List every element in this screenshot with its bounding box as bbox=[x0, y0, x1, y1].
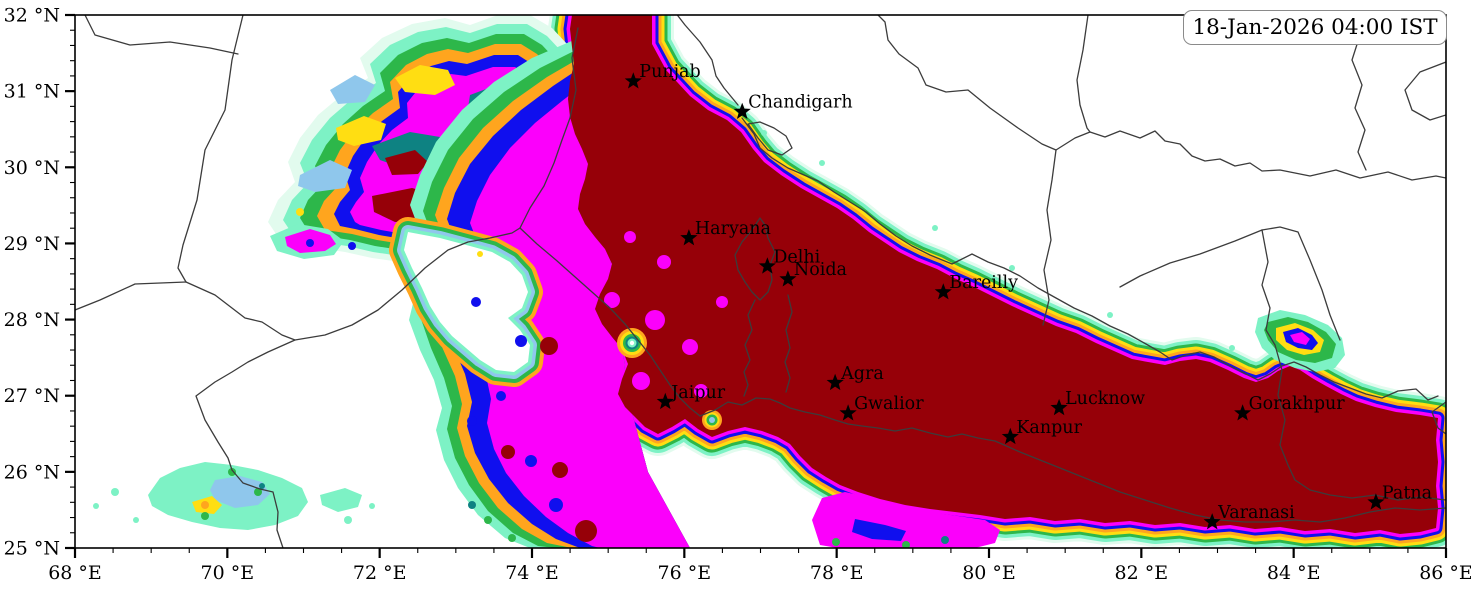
city-label-lucknow: Lucknow bbox=[1065, 389, 1145, 409]
city-star-delhi bbox=[758, 257, 776, 274]
x-tick-label: 80 °E bbox=[962, 562, 1016, 584]
x-tick-label: 76 °E bbox=[658, 562, 712, 584]
fog-layer bbox=[93, 15, 1446, 548]
x-tick-label: 78 °E bbox=[810, 562, 864, 584]
y-tick-label: 31 °N bbox=[4, 81, 60, 103]
x-tick-label: 86 °E bbox=[1419, 562, 1471, 584]
city-star-chandigarh bbox=[733, 102, 751, 119]
city-label-bareilly: Bareilly bbox=[949, 273, 1018, 293]
city-star-gwalior bbox=[839, 404, 857, 421]
city-label-gorakhpur: Gorakhpur bbox=[1249, 394, 1346, 414]
y-tick-label: 30 °N bbox=[4, 157, 60, 179]
city-star-noida bbox=[779, 270, 797, 287]
city-star-patna bbox=[1367, 493, 1385, 510]
city-label-patna: Patna bbox=[1382, 483, 1432, 503]
axes: 68 °E 70 °E 72 °E 74 °E 76 °E 78 °E 80 °E 82 °E… bbox=[4, 5, 1471, 585]
timestamp-box: 18-Jan-2026 04:00 IST bbox=[1183, 10, 1447, 45]
x-tick-label: 72 °E bbox=[353, 562, 407, 584]
city-label-agra: Agra bbox=[840, 364, 884, 384]
city-star-lucknow bbox=[1050, 398, 1068, 416]
x-tick-label: 84 °E bbox=[1267, 562, 1321, 584]
y-tick-label: 27 °N bbox=[4, 385, 60, 407]
city-star-haryana bbox=[680, 229, 698, 246]
boundary-lines bbox=[75, 15, 1446, 548]
x-tick-label: 74 °E bbox=[505, 562, 559, 584]
y-tick-label: 26 °N bbox=[4, 461, 60, 483]
y-tick-label: 32 °N bbox=[4, 5, 60, 27]
city-label-noida: Noida bbox=[794, 260, 847, 280]
city-label-varanasi: Varanasi bbox=[1217, 503, 1295, 523]
city-label-kanpur: Kanpur bbox=[1016, 418, 1082, 438]
city-label-delhi: Delhi bbox=[773, 247, 820, 267]
city-star-varanasi bbox=[1203, 513, 1221, 530]
timestamp-text: 18-Jan-2026 04:00 IST bbox=[1192, 15, 1438, 40]
city-star-bareilly bbox=[934, 283, 952, 300]
x-tick-label: 70 °E bbox=[201, 562, 255, 584]
y-tick-label: 29 °N bbox=[4, 233, 60, 255]
city-label-gwalior: Gwalior bbox=[854, 394, 924, 414]
dense-fog-core bbox=[568, 15, 1438, 534]
city-label-chandigarh: Chandigarh bbox=[748, 93, 852, 113]
city-label-haryana: Haryana bbox=[695, 219, 771, 239]
city-star-punjab bbox=[624, 72, 642, 89]
city-star-kanpur bbox=[1001, 427, 1019, 445]
city-star-jaipur bbox=[656, 392, 674, 410]
city-star-gorakhpur bbox=[1234, 404, 1252, 421]
y-tick-label: 28 °N bbox=[4, 309, 60, 331]
city-label-jaipur: Jaipur bbox=[669, 383, 726, 403]
city-star-agra bbox=[826, 373, 844, 391]
city-label-punjab: Punjab bbox=[639, 62, 700, 82]
x-tick-label: 82 °E bbox=[1115, 562, 1169, 584]
x-tick-label: 68 °E bbox=[48, 562, 102, 584]
y-tick-label: 25 °N bbox=[4, 538, 60, 560]
